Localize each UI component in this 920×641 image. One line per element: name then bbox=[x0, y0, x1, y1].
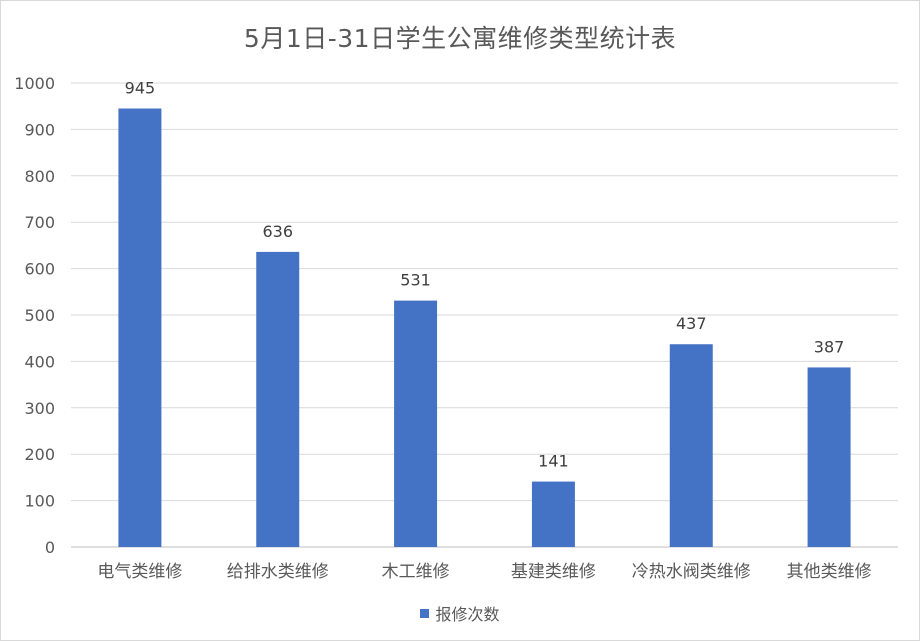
y-tick-label: 100 bbox=[24, 492, 55, 511]
y-tick-label: 700 bbox=[24, 213, 55, 232]
x-tick-label: 冷热水阀类维修 bbox=[632, 562, 751, 582]
y-tick-label: 900 bbox=[24, 120, 55, 139]
x-tick-label: 电气类维修 bbox=[97, 562, 182, 582]
data-label: 387 bbox=[814, 337, 845, 356]
chart-legend: 报修次数 bbox=[1, 601, 919, 625]
bar bbox=[669, 344, 713, 547]
y-tick-label: 1000 bbox=[14, 74, 55, 93]
chart-title: 5月1日-31日学生公寓维修类型统计表 bbox=[243, 24, 677, 53]
x-tick-label: 基建类维修 bbox=[511, 562, 596, 582]
y-tick-label: 200 bbox=[24, 445, 55, 464]
data-label: 141 bbox=[538, 452, 569, 471]
bar bbox=[394, 300, 438, 547]
bar bbox=[256, 251, 300, 547]
data-label: 636 bbox=[262, 222, 293, 241]
bar bbox=[118, 108, 162, 548]
y-tick-label: 600 bbox=[24, 260, 55, 279]
y-tick-label: 0 bbox=[45, 538, 55, 557]
data-label: 945 bbox=[125, 79, 156, 98]
y-tick-label: 500 bbox=[24, 306, 55, 325]
y-tick-label: 800 bbox=[24, 167, 55, 186]
y-tick-label: 300 bbox=[24, 399, 55, 418]
bar bbox=[807, 367, 851, 547]
data-label: 437 bbox=[676, 314, 707, 333]
legend-label: 报修次数 bbox=[435, 605, 500, 624]
x-tick-label: 其他类维修 bbox=[787, 562, 872, 582]
data-label: 531 bbox=[400, 271, 431, 290]
bar bbox=[531, 481, 575, 547]
legend-swatch bbox=[420, 608, 430, 618]
x-tick-label: 给排水类维修 bbox=[227, 562, 329, 582]
y-tick-label: 400 bbox=[24, 352, 55, 371]
x-tick-label: 木工维修 bbox=[382, 562, 450, 582]
